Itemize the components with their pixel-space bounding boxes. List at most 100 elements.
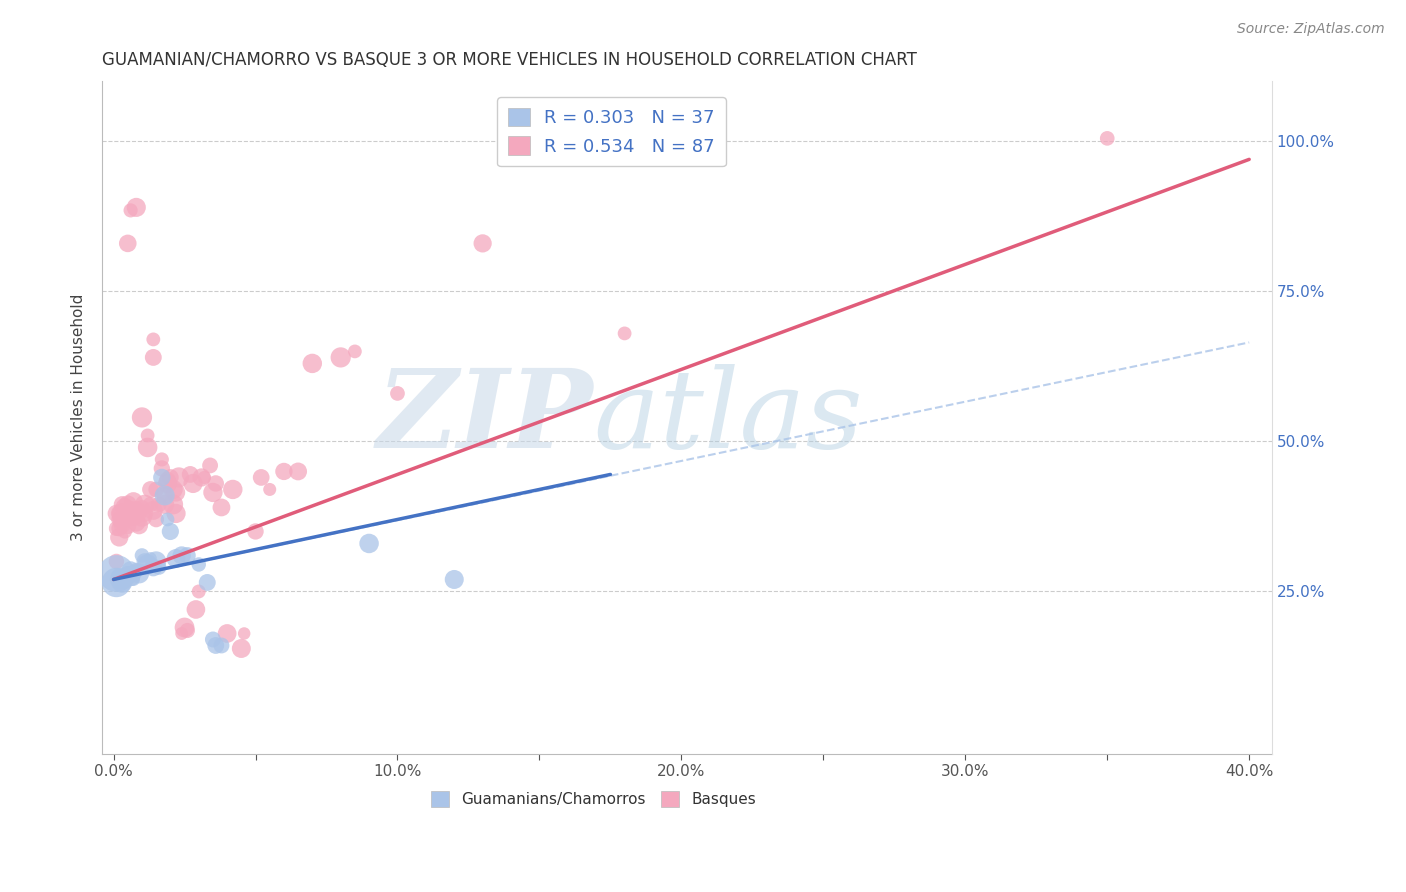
Point — [114, 500, 136, 515]
Point — [105, 507, 128, 521]
Point — [111, 507, 134, 521]
Point — [150, 461, 173, 475]
Point — [120, 564, 142, 578]
Point — [122, 494, 145, 508]
Point — [165, 551, 187, 566]
Point — [128, 566, 150, 581]
Text: atlas: atlas — [593, 364, 863, 471]
Point — [153, 498, 176, 512]
Point — [170, 626, 193, 640]
Point — [204, 476, 226, 491]
Point — [142, 503, 165, 517]
Point — [122, 573, 145, 587]
Point — [125, 500, 148, 515]
Point — [162, 483, 184, 497]
Point — [114, 575, 136, 590]
Point — [176, 624, 198, 638]
Point — [111, 498, 134, 512]
Point — [114, 569, 136, 583]
Point — [145, 483, 167, 497]
Point — [245, 524, 267, 539]
Point — [201, 632, 224, 647]
Point — [108, 569, 131, 583]
Point — [117, 518, 139, 533]
Point — [131, 500, 153, 515]
Point — [120, 500, 142, 515]
Point — [145, 554, 167, 568]
Point — [1097, 131, 1119, 145]
Point — [131, 549, 153, 563]
Point — [120, 512, 142, 526]
Point — [120, 203, 142, 218]
Point — [120, 569, 142, 583]
Point — [128, 518, 150, 533]
Point — [131, 410, 153, 425]
Point — [117, 569, 139, 583]
Point — [136, 441, 159, 455]
Point — [111, 573, 134, 587]
Point — [211, 500, 233, 515]
Point — [108, 531, 131, 545]
Point — [105, 575, 128, 590]
Point — [148, 560, 170, 574]
Legend: Guamanians/Chamorros, Basques: Guamanians/Chamorros, Basques — [425, 785, 762, 814]
Point — [329, 351, 352, 365]
Point — [162, 498, 184, 512]
Point — [136, 428, 159, 442]
Text: ZIP: ZIP — [377, 364, 593, 471]
Point — [134, 554, 156, 568]
Point — [233, 626, 256, 640]
Point — [125, 564, 148, 578]
Point — [179, 467, 201, 482]
Text: Source: ZipAtlas.com: Source: ZipAtlas.com — [1237, 22, 1385, 37]
Point — [117, 498, 139, 512]
Point — [108, 521, 131, 535]
Point — [301, 356, 323, 370]
Point — [125, 507, 148, 521]
Point — [204, 639, 226, 653]
Point — [111, 575, 134, 590]
Text: GUAMANIAN/CHAMORRO VS BASQUE 3 OR MORE VEHICLES IN HOUSEHOLD CORRELATION CHART: GUAMANIAN/CHAMORRO VS BASQUE 3 OR MORE V… — [103, 51, 917, 69]
Point — [150, 452, 173, 467]
Point — [105, 554, 128, 568]
Point — [471, 236, 494, 251]
Point — [139, 498, 162, 512]
Point — [142, 351, 165, 365]
Point — [156, 512, 179, 526]
Point — [117, 566, 139, 581]
Point — [128, 503, 150, 517]
Point — [136, 558, 159, 572]
Point — [108, 573, 131, 587]
Point — [108, 507, 131, 521]
Point — [139, 551, 162, 566]
Point — [122, 503, 145, 517]
Point — [170, 549, 193, 563]
Point — [217, 626, 239, 640]
Point — [176, 549, 198, 563]
Point — [187, 584, 209, 599]
Point — [134, 507, 156, 521]
Point — [159, 524, 181, 539]
Point — [142, 560, 165, 574]
Point — [187, 558, 209, 572]
Point — [108, 512, 131, 526]
Point — [184, 602, 207, 616]
Point — [114, 509, 136, 524]
Point — [120, 509, 142, 524]
Point — [173, 620, 195, 634]
Point — [105, 521, 128, 535]
Point — [165, 485, 187, 500]
Point — [117, 236, 139, 251]
Point — [122, 509, 145, 524]
Point — [125, 516, 148, 530]
Point — [250, 470, 273, 484]
Point — [148, 498, 170, 512]
Point — [156, 476, 179, 491]
Point — [195, 575, 218, 590]
Point — [222, 483, 245, 497]
Point — [193, 470, 215, 484]
Point — [142, 333, 165, 347]
Point — [159, 470, 181, 484]
Point — [259, 483, 281, 497]
Point — [198, 458, 221, 473]
